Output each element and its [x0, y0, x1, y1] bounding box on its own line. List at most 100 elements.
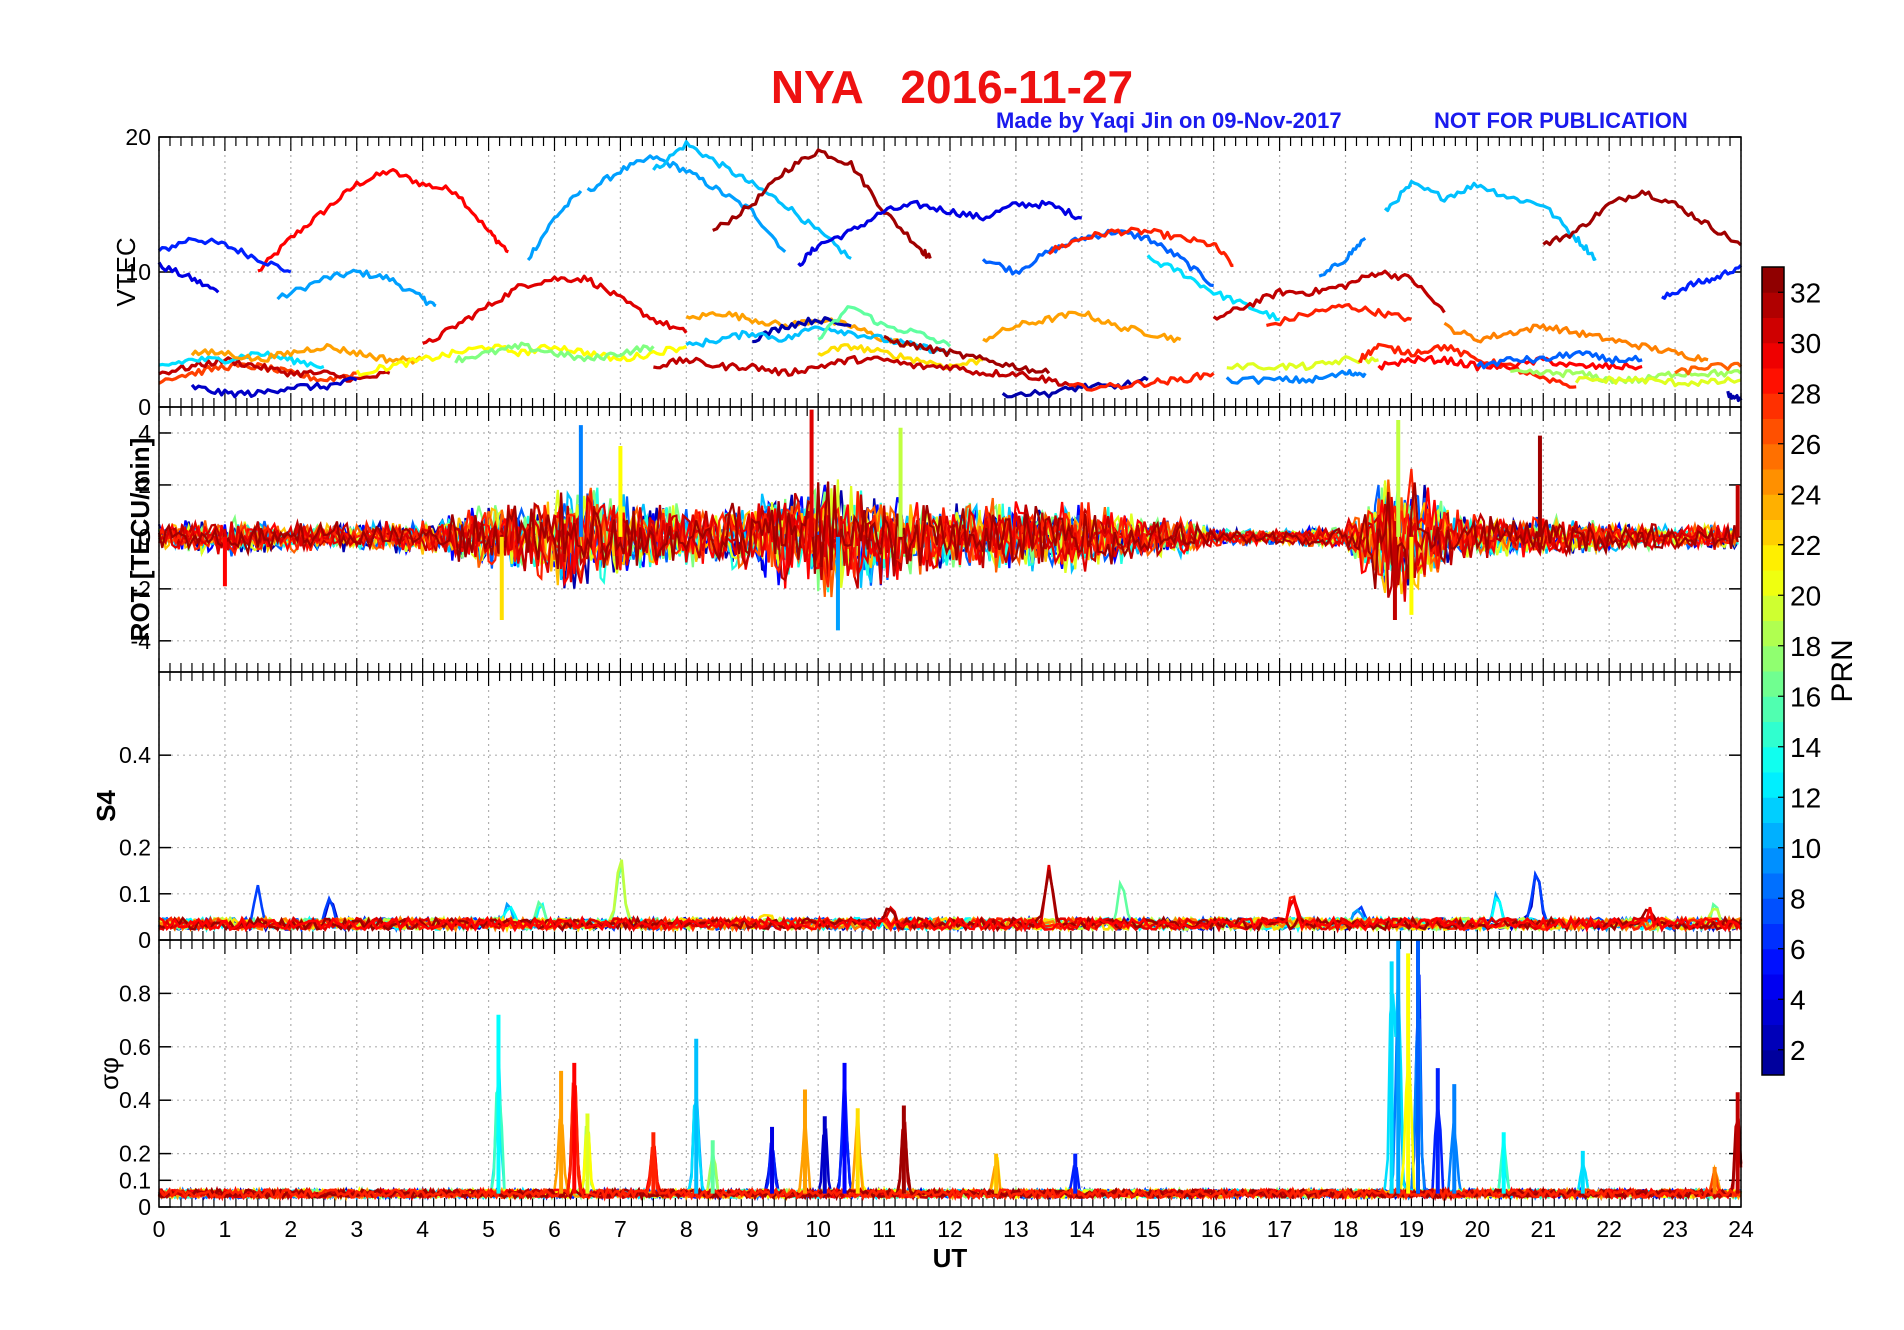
colorbar-band: [1762, 292, 1784, 318]
colorbar-band: [1762, 721, 1784, 748]
colorbar-band: [1762, 342, 1784, 369]
x-tick-label: 20: [1465, 1216, 1491, 1242]
vtec-series-line: [157, 236, 292, 274]
y-tick-label: 0: [138, 1194, 151, 1220]
colorbar-band: [1762, 595, 1784, 621]
panel-border: [158, 939, 1742, 1208]
vtec-series-line: [1047, 226, 1234, 268]
colorbar-band: [1762, 671, 1784, 697]
colorbar-band: [1762, 696, 1784, 722]
x-tick-label: 10: [805, 1216, 831, 1242]
x-axis-label: UT: [933, 1243, 968, 1273]
y-tick-label: 0.4: [119, 742, 151, 768]
x-tick-label: 12: [937, 1216, 963, 1242]
colorbar-tick-label: 20: [1790, 580, 1821, 611]
colorbar-band: [1762, 620, 1784, 647]
x-tick-label: 2: [284, 1216, 297, 1242]
colorbar-tick-label: 32: [1790, 277, 1821, 308]
colorbar-band: [1762, 847, 1784, 874]
vtec-series-line: [157, 261, 220, 294]
colorbar-tick-label: 14: [1790, 732, 1821, 763]
vtec-series-line: [1674, 361, 1743, 376]
vtec-series-line: [276, 268, 437, 308]
colorbar-band: [1762, 746, 1784, 773]
colorbar-tick-label: 6: [1790, 934, 1806, 965]
colorbar-band: [1762, 469, 1784, 495]
colorbar-band: [1762, 645, 1784, 672]
vtec-series-line: [797, 199, 1083, 267]
x-tick-label: 22: [1596, 1216, 1622, 1242]
x-tick-label: 8: [680, 1216, 693, 1242]
colorbar-border: [1761, 266, 1785, 1076]
x-tick-label: 14: [1069, 1216, 1095, 1242]
x-tick-label: 1: [219, 1216, 232, 1242]
vtec-series-line: [712, 148, 932, 259]
vtec-series-line: [1661, 264, 1743, 300]
colorbar-band: [1762, 898, 1784, 924]
y-tick-label: 2: [138, 472, 151, 498]
vtec-series-line: [355, 343, 687, 377]
vtec-series-line: [1574, 375, 1742, 388]
x-tick-label: 0: [153, 1216, 166, 1242]
x-tick-label: 3: [350, 1216, 363, 1242]
colorbar-band: [1762, 948, 1784, 975]
colorbar-band: [1762, 772, 1784, 798]
vtec-series-line: [817, 305, 952, 348]
x-tick-label: 21: [1530, 1216, 1556, 1242]
colorbar-band: [1762, 494, 1784, 520]
vtec-series-line: [1726, 390, 1743, 403]
colorbar-tick-label: 18: [1790, 631, 1821, 662]
colorbar-band: [1762, 822, 1784, 849]
y-tick-label: 0: [138, 524, 151, 550]
s4-panel: 0 0.1 0.2 0.4 S4: [91, 671, 1743, 953]
colorbar-band: [1762, 519, 1784, 546]
rot-series-line: [158, 468, 1739, 588]
vtec-series-line: [982, 310, 1182, 343]
colorbar-band: [1762, 368, 1784, 394]
colorbar-tick-label: 28: [1790, 378, 1821, 409]
y-tick-label: 0.6: [119, 1034, 151, 1060]
x-tick-label: 19: [1399, 1216, 1425, 1242]
y-tick-label: 0.4: [119, 1087, 151, 1113]
vtec-series-line: [1443, 321, 1709, 363]
y-tick-label: 0.2: [119, 1141, 151, 1167]
colorbar-tick-label: 8: [1790, 883, 1806, 914]
vtec-series-line: [1266, 303, 1412, 327]
vtec-series-line: [1068, 371, 1215, 392]
colorbar-band: [1762, 1024, 1784, 1051]
rot-series-line: [157, 481, 1739, 590]
vtec-panel: 0 10 20 VTEC: [111, 124, 1743, 420]
colorbar-band: [1762, 923, 1784, 950]
vtec-series-line: [1318, 236, 1367, 278]
vtec-series-line: [653, 355, 1083, 389]
colorbar-band: [1762, 544, 1784, 571]
colorbar-band: [1762, 999, 1784, 1025]
colorbar-label: PRN: [1826, 639, 1859, 702]
y-tick-label: 0.1: [119, 1167, 151, 1193]
colorbar-tick-label: 16: [1790, 681, 1821, 712]
x-tick-label: 11: [872, 1216, 896, 1242]
vtec-series-line: [158, 350, 325, 370]
vtec-series-line: [1476, 350, 1643, 370]
x-tick-label: 16: [1201, 1216, 1227, 1242]
x-tick-label: 15: [1135, 1216, 1161, 1242]
colorbar-band: [1762, 418, 1784, 445]
vtec-series-line: [190, 376, 358, 399]
vtec-series-line: [1357, 342, 1577, 389]
y-tick-label: 0.1: [119, 881, 151, 907]
vtec-series-line: [1225, 368, 1367, 385]
vtec-series-line: [1146, 254, 1280, 322]
vtec-series-line: [158, 362, 357, 385]
x-tick-label: 5: [482, 1216, 495, 1242]
y-tick-label: 4: [138, 420, 151, 446]
y-tick-label: 0: [138, 394, 151, 420]
colorbar-tick-label: 2: [1790, 1035, 1806, 1066]
colorbar-tick-label: 22: [1790, 530, 1821, 561]
vtec-series-line: [1383, 179, 1597, 261]
colorbar-band: [1762, 1049, 1784, 1076]
colorbar-band: [1762, 873, 1784, 899]
colorbar-band: [1762, 797, 1784, 823]
y-tick-label: 0.8: [119, 980, 151, 1006]
